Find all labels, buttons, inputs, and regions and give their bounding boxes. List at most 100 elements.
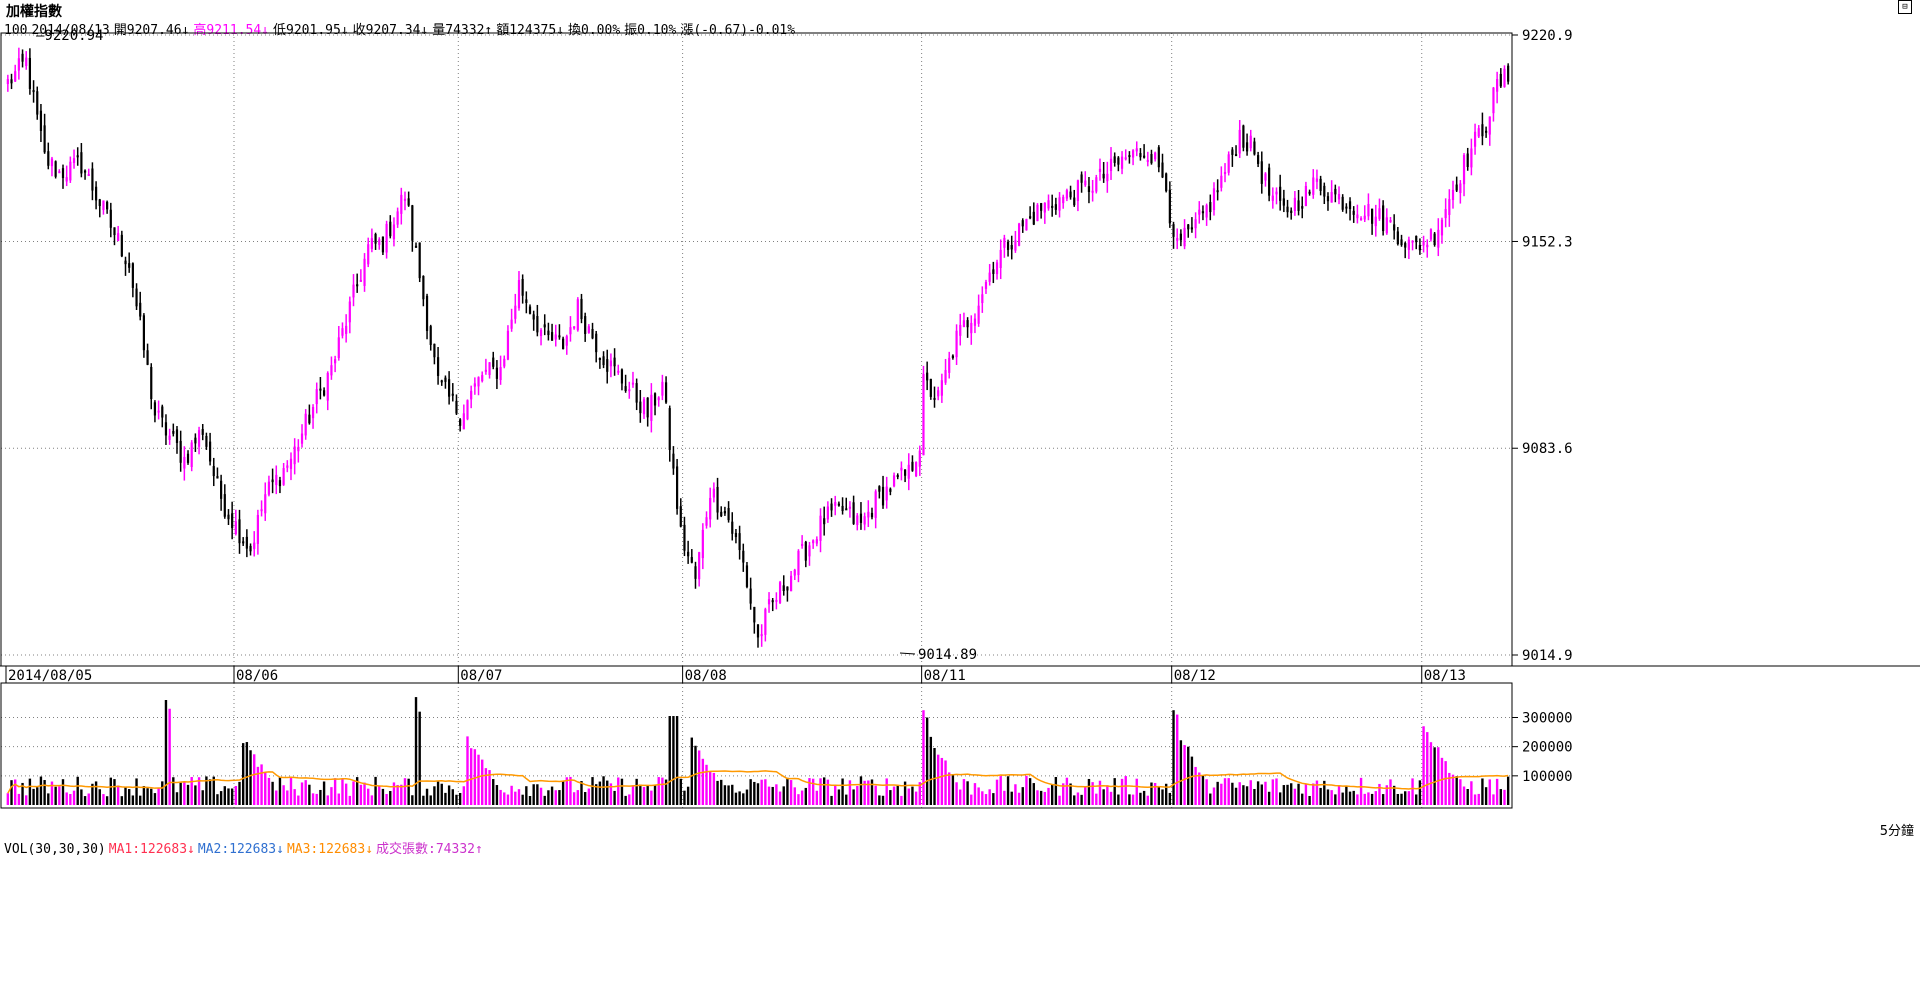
volume-bar: [341, 778, 344, 805]
volume-bar: [333, 778, 337, 805]
date-label: 08/11: [924, 668, 966, 684]
volume-bar: [113, 779, 116, 805]
volume-bar: [98, 789, 101, 805]
candle-body: [709, 497, 712, 520]
candle-body: [183, 456, 186, 469]
volume-bar: [241, 743, 245, 805]
candle-body: [1154, 152, 1157, 160]
candle-body: [1308, 191, 1311, 194]
price-tick-label: 9014.9: [1522, 648, 1573, 664]
candle-body: [157, 410, 160, 413]
volume-bar: [675, 716, 679, 805]
volume-bar: [194, 785, 197, 805]
candle-body: [352, 284, 355, 298]
volume-bar: [433, 786, 436, 805]
candle-body: [642, 399, 646, 415]
volume-bar: [157, 788, 160, 805]
candle-body: [881, 486, 885, 506]
candle-body: [208, 441, 212, 462]
volume-bar: [734, 792, 738, 805]
candle-body: [760, 634, 763, 637]
candle-body: [815, 539, 818, 544]
volume-bar: [664, 779, 668, 805]
volume-bar: [72, 790, 76, 805]
candle-body: [330, 365, 333, 376]
candle-body: [878, 486, 881, 492]
candle-body: [1378, 208, 1381, 219]
volume-bar: [1451, 774, 1455, 805]
chart-title: 加權指數: [6, 4, 62, 20]
candle-body: [83, 170, 87, 173]
volume-bar: [1301, 793, 1304, 805]
candle-body: [1223, 172, 1227, 175]
candle-body: [1301, 206, 1304, 209]
candle-body: [98, 199, 101, 206]
volume-bar: [874, 785, 877, 805]
candle-body: [1451, 189, 1455, 201]
quote-field-9: 振0.10%: [624, 23, 677, 38]
candle-body: [1032, 211, 1035, 225]
volume-bar: [271, 781, 274, 805]
volume-bar: [1080, 794, 1083, 805]
candle-body: [1043, 202, 1046, 213]
candle-body: [477, 377, 480, 387]
candle-body: [418, 242, 421, 279]
candle-body: [896, 475, 899, 478]
volume-bar: [469, 748, 473, 805]
candle-body: [653, 393, 657, 406]
candle-body: [1216, 190, 1219, 193]
candle-body: [1279, 186, 1282, 201]
candle-body: [679, 506, 682, 527]
candle-body: [782, 585, 785, 592]
volume-bar: [966, 781, 969, 805]
volume-bar: [793, 787, 796, 805]
volume-bar: [911, 786, 914, 805]
volume-bar: [690, 737, 694, 805]
volume-bar: [697, 750, 701, 805]
candle-body: [1407, 239, 1410, 250]
candle-body: [1025, 219, 1028, 231]
volume-bar: [1370, 793, 1374, 805]
candle-body: [984, 282, 988, 289]
candle-body: [1290, 210, 1293, 213]
volume-bar: [142, 786, 146, 805]
candle-body: [1205, 205, 1208, 218]
candle-body: [1426, 244, 1429, 248]
period-label[interactable]: 5分鐘: [1879, 824, 1914, 839]
volume-bar: [521, 794, 524, 805]
candle-body: [142, 315, 146, 351]
candle-body: [1128, 155, 1131, 158]
volume-bar: [102, 794, 105, 805]
volume-bar: [91, 783, 94, 805]
volume-bar: [311, 793, 315, 805]
volume-bar: [1462, 786, 1466, 805]
volume-bar: [962, 779, 966, 805]
candle-body: [1367, 203, 1370, 217]
candle-body: [613, 357, 616, 367]
candle-body: [1135, 148, 1138, 152]
candle-body: [315, 389, 318, 405]
volume-bar: [13, 779, 17, 805]
candle-body: [186, 453, 190, 463]
volume-bar: [1028, 778, 1032, 805]
candle-body: [1433, 233, 1436, 245]
volume-bar: [1139, 792, 1142, 805]
volume-bar: [1367, 792, 1370, 805]
candle-body: [117, 233, 120, 241]
volume-bar: [1006, 776, 1010, 805]
candle-body: [1312, 177, 1315, 195]
candle-body: [1319, 178, 1322, 191]
restore-icon[interactable]: ⊟: [1898, 0, 1912, 14]
candle-body: [1021, 220, 1024, 227]
volume-bar: [168, 708, 171, 805]
candle-body: [150, 366, 153, 400]
volume-bar: [918, 782, 921, 805]
candle-body: [381, 236, 385, 253]
volume-bar: [300, 782, 304, 805]
candle-body: [58, 171, 61, 174]
candle-body: [977, 305, 980, 324]
candle-body: [727, 508, 730, 521]
candle-body: [889, 488, 892, 492]
volume-bar: [1278, 792, 1282, 805]
